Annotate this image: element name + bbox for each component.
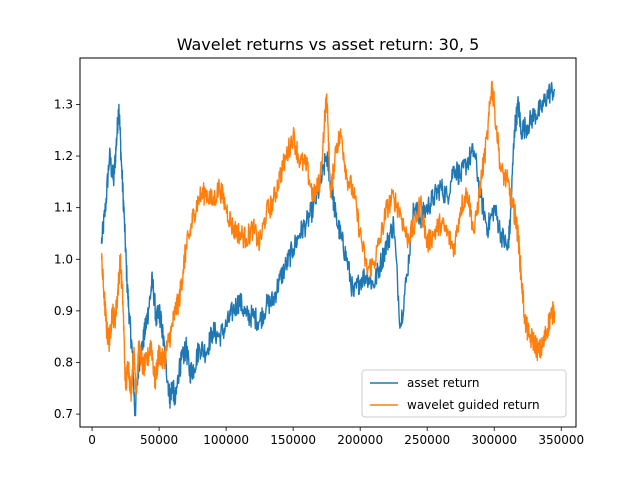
series-line-wavelet-guided-return xyxy=(100,80,556,402)
y-tick-label: 1.0 xyxy=(54,252,73,266)
x-tick-label: 200000 xyxy=(337,433,383,447)
plot-frame-border xyxy=(79,57,577,428)
x-tick-label: 150000 xyxy=(270,433,316,447)
x-tick-label: 0 xyxy=(88,433,96,447)
x-tick-label: 350000 xyxy=(538,433,584,447)
legend-label: wavelet guided return xyxy=(407,398,540,412)
legend-box xyxy=(361,369,567,418)
series-line-asset-return xyxy=(100,81,556,417)
y-tick-label: 1.3 xyxy=(54,97,73,111)
chart-title: Wavelet returns vs asset return: 30, 5 xyxy=(177,35,480,54)
x-tick-label: 100000 xyxy=(203,433,249,447)
series-layer xyxy=(100,80,556,417)
x-tick-label: 250000 xyxy=(404,433,450,447)
y-tick-label: 1.2 xyxy=(54,149,73,163)
y-tick-label: 1.1 xyxy=(54,201,73,215)
y-tick-label: 0.9 xyxy=(54,304,73,318)
y-tick-label: 0.8 xyxy=(54,355,73,369)
x-tick-label: 300000 xyxy=(471,433,517,447)
y-tick-label: 0.7 xyxy=(54,407,73,421)
axes-layer: 0 50000 100000 150000 200000 250000 300000 3500… xyxy=(54,57,584,447)
x-tick-label: 50000 xyxy=(140,433,178,447)
legend-label: asset return xyxy=(407,376,479,390)
legend: asset return wavelet guided return xyxy=(361,369,567,418)
